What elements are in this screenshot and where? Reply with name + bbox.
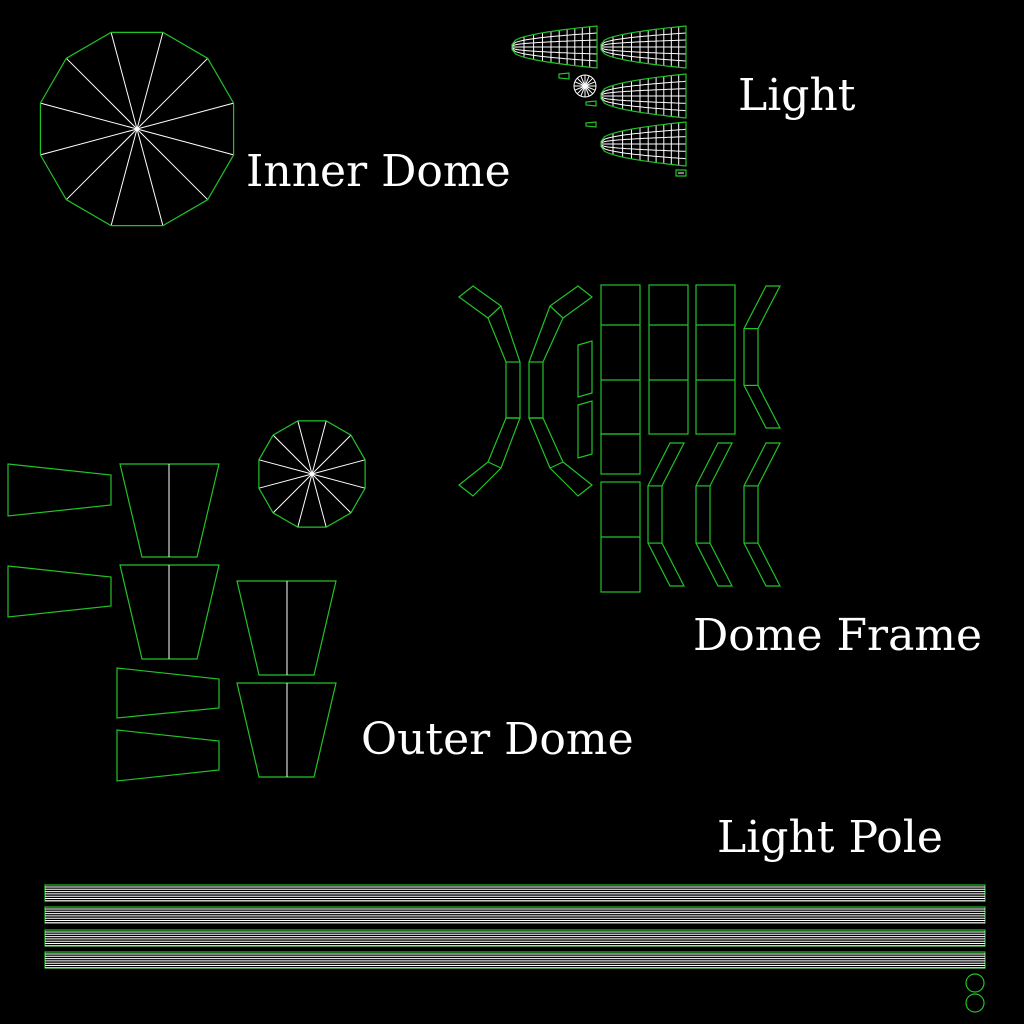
fan-spoke <box>311 420 327 475</box>
fan-spoke <box>311 434 352 475</box>
fan-spoke <box>311 473 366 489</box>
fan-spoke <box>40 128 138 156</box>
frame-curve-strip <box>647 442 685 587</box>
fan-spoke <box>311 473 327 528</box>
shell-outline <box>600 73 687 119</box>
frame-rect <box>648 284 689 435</box>
shell-grid-row <box>511 47 598 55</box>
shell-grid-row <box>600 88 687 96</box>
bulb-spoke <box>584 81 596 87</box>
shell-grid-row <box>600 39 687 47</box>
fan-spoke <box>136 128 209 201</box>
fan-spoke <box>136 128 234 156</box>
fan-spoke <box>297 420 313 475</box>
light-bulb-star <box>573 74 597 98</box>
light-label: Light <box>738 70 856 121</box>
inner-dome-fan <box>39 31 235 227</box>
fan-spoke <box>110 32 138 130</box>
frame-rect <box>600 284 641 435</box>
fan-spoke <box>311 459 366 475</box>
fan-spoke <box>258 473 313 489</box>
bulb-spoke <box>574 81 586 87</box>
frame-rect-columns <box>600 284 736 593</box>
shell-grid-row <box>600 47 687 55</box>
outer-dome-label: Outer Dome <box>361 714 634 765</box>
fan-spoke <box>136 102 234 130</box>
shell-outline <box>600 25 687 69</box>
fan-spoke <box>136 128 164 226</box>
fan-spoke <box>65 57 138 130</box>
fan-spoke <box>136 57 209 130</box>
fan-spoke <box>40 102 138 130</box>
bulb-spokes <box>574 75 596 97</box>
bulb-spoke <box>584 75 590 87</box>
bulb-spoke <box>584 77 594 87</box>
shell-outline <box>511 25 598 69</box>
frame-rect <box>695 284 736 435</box>
bulb-spoke <box>584 85 596 91</box>
light-pole-label: Light Pole <box>717 812 943 863</box>
bulb-spoke <box>576 77 586 87</box>
pole-cap-bottom <box>965 993 985 1013</box>
frame-curved-strips <box>647 285 781 587</box>
light-uv-islands <box>511 25 687 177</box>
inner-dome-uv-island <box>39 31 235 227</box>
bulb-spoke <box>576 85 586 95</box>
pole-strips <box>44 884 986 969</box>
bulb-spoke <box>580 85 586 97</box>
shell-outline <box>600 121 687 167</box>
outer-dome-cap-fan <box>258 420 366 528</box>
shell-grid-row <box>600 136 687 144</box>
fan-outline <box>258 420 366 528</box>
bulb-spoke <box>584 85 594 95</box>
fan-outline <box>39 31 235 227</box>
frame-curve-strip <box>695 442 733 587</box>
frame-curve-strip <box>743 285 781 429</box>
bulb-spoke <box>574 85 586 91</box>
frame-rect <box>600 433 641 475</box>
fan-spoke <box>311 473 352 514</box>
shell-grid-row <box>511 39 598 47</box>
light-shell-grids <box>511 25 687 167</box>
bulb-spoke <box>580 75 586 87</box>
pole-cap-top <box>965 973 985 993</box>
fan-spoke <box>136 32 164 130</box>
dome-frame-label: Dome Frame <box>693 610 982 661</box>
fan-spoke <box>272 434 313 475</box>
light-small-pieces <box>558 72 687 177</box>
frame-curve-strip <box>743 442 781 587</box>
light-pole-uv-islands <box>44 884 986 1013</box>
shell-grid-row <box>600 144 687 152</box>
fan-spoke <box>297 473 313 528</box>
fan-spoke <box>110 128 138 226</box>
bulb-spoke <box>584 85 590 97</box>
inner-dome-label: Inner Dome <box>246 146 511 197</box>
outer-dome-uv-islands <box>7 420 366 782</box>
fan-spoke <box>65 128 138 201</box>
dome-frame-uv-islands <box>458 284 781 593</box>
fan-spoke <box>272 473 313 514</box>
fan-spoke <box>258 459 313 475</box>
shell-grid-row <box>600 96 687 104</box>
